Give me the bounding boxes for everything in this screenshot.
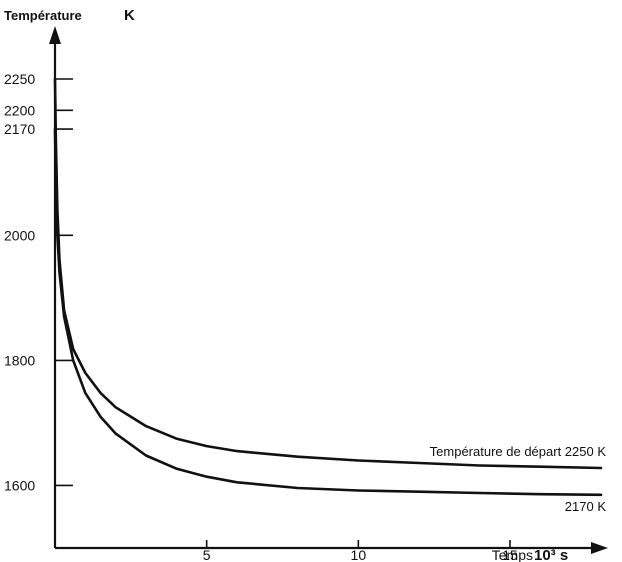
- series-lines: [53, 77, 603, 497]
- y-axis-arrow: [49, 26, 61, 44]
- x-axis-unit: 10³ s: [534, 547, 568, 562]
- y-axis-unit: K: [124, 7, 135, 24]
- y-axis-title: Température: [4, 8, 82, 23]
- axes: [49, 26, 608, 554]
- y-tick-label-2000: 2000: [4, 227, 35, 243]
- y-tick-label-1600: 1600: [4, 477, 35, 493]
- y-tick-label-2250: 2250: [4, 71, 35, 87]
- x-tick-label-10: 10: [351, 547, 367, 562]
- y-tick-label-2200: 2200: [4, 102, 35, 118]
- y-tick-label-1800: 1800: [4, 352, 35, 368]
- x-tick-label-5: 5: [203, 547, 211, 562]
- y-tick-label-2170: 2170: [4, 121, 35, 137]
- x-axis-title: Temps: [492, 547, 533, 562]
- x-tick-label-15: 15: [502, 547, 518, 562]
- series-line-1: [53, 127, 603, 497]
- x-ticks: 5 10 15: [203, 540, 518, 562]
- series-label-2250: Température de départ 2250 K: [430, 444, 607, 459]
- y-ticks: 1600 1800 2000 2170 2200 2250: [4, 71, 73, 493]
- series-label-2170: 2170 K: [565, 499, 607, 514]
- x-axis-arrow: [591, 542, 608, 554]
- series-line-0: [53, 77, 603, 470]
